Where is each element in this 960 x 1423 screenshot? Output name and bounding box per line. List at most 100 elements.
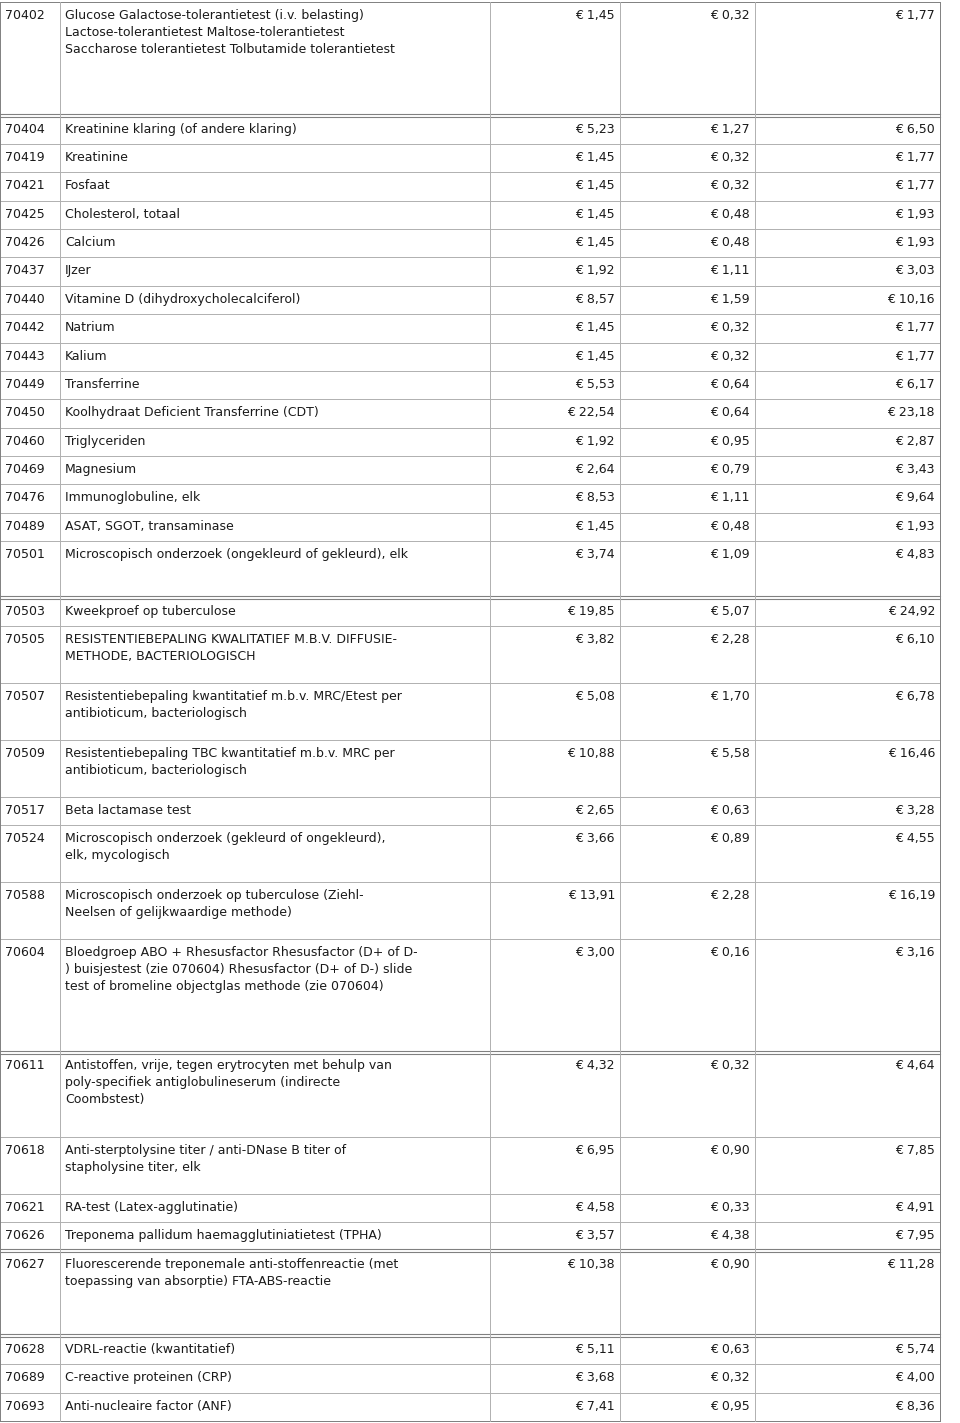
Text: € 11,28: € 11,28 [887, 1258, 935, 1271]
Text: Microscopisch onderzoek op tuberculose (Ziehl-: Microscopisch onderzoek op tuberculose (… [65, 889, 364, 902]
Text: € 1,93: € 1,93 [896, 208, 935, 221]
Text: toepassing van absorptie) FTA-ABS-reactie: toepassing van absorptie) FTA-ABS-reacti… [65, 1275, 331, 1288]
Text: ) buisjestest (zie 070604) Rhesusfactor (D+ of D-) slide: ) buisjestest (zie 070604) Rhesusfactor … [65, 962, 412, 976]
Text: € 4,00: € 4,00 [896, 1372, 935, 1385]
Text: METHODE, BACTERIOLOGISCH: METHODE, BACTERIOLOGISCH [65, 650, 255, 663]
Text: Microscopisch onderzoek (ongekleurd of gekleurd), elk: Microscopisch onderzoek (ongekleurd of g… [65, 548, 408, 561]
Text: € 1,92: € 1,92 [575, 434, 615, 448]
Text: Calcium: Calcium [65, 236, 115, 249]
Text: € 3,66: € 3,66 [575, 832, 615, 845]
Text: € 0,32: € 0,32 [710, 151, 750, 164]
Text: 70450: 70450 [5, 407, 45, 420]
Text: € 10,38: € 10,38 [567, 1258, 615, 1271]
Text: Bloedgroep ABO + Rhesusfactor Rhesusfactor (D+ of D-: Bloedgroep ABO + Rhesusfactor Rhesusfact… [65, 945, 418, 959]
Text: € 0,32: € 0,32 [710, 1059, 750, 1072]
Text: 70443: 70443 [5, 350, 44, 363]
Text: Coombstest): Coombstest) [65, 1093, 144, 1106]
Text: € 1,45: € 1,45 [575, 236, 615, 249]
Text: € 1,09: € 1,09 [710, 548, 750, 561]
Text: € 3,43: € 3,43 [896, 462, 935, 477]
Text: Treponema pallidum haemagglutiniatietest (TPHA): Treponema pallidum haemagglutiniatietest… [65, 1229, 382, 1242]
Text: 70425: 70425 [5, 208, 45, 221]
Text: € 1,45: € 1,45 [575, 179, 615, 192]
Text: € 1,59: € 1,59 [710, 293, 750, 306]
Text: € 0,32: € 0,32 [710, 322, 750, 334]
Text: 70524: 70524 [5, 832, 45, 845]
Text: € 1,45: € 1,45 [575, 208, 615, 221]
Text: € 3,00: € 3,00 [575, 945, 615, 959]
Text: 70404: 70404 [5, 122, 45, 135]
Text: € 16,46: € 16,46 [888, 747, 935, 760]
Text: 70611: 70611 [5, 1059, 44, 1072]
Text: 70588: 70588 [5, 889, 45, 902]
Text: Fosfaat: Fosfaat [65, 179, 110, 192]
Text: € 1,77: € 1,77 [896, 179, 935, 192]
Text: Lactose-tolerantietest Maltose-tolerantietest: Lactose-tolerantietest Maltose-toleranti… [65, 26, 345, 38]
Text: Anti-nucleaire factor (ANF): Anti-nucleaire factor (ANF) [65, 1400, 231, 1413]
Text: Immunoglobuline, elk: Immunoglobuline, elk [65, 491, 201, 505]
Text: € 2,65: € 2,65 [575, 804, 615, 817]
Text: RESISTENTIEBEPALING KWALITATIEF M.B.V. DIFFUSIE-: RESISTENTIEBEPALING KWALITATIEF M.B.V. D… [65, 633, 397, 646]
Text: 70489: 70489 [5, 519, 45, 532]
Text: € 6,17: € 6,17 [896, 379, 935, 391]
Text: 70402: 70402 [5, 9, 45, 21]
Text: RA-test (Latex-agglutinatie): RA-test (Latex-agglutinatie) [65, 1201, 238, 1214]
Text: € 3,03: € 3,03 [896, 265, 935, 277]
Text: € 4,38: € 4,38 [710, 1229, 750, 1242]
Text: € 4,58: € 4,58 [575, 1201, 615, 1214]
Text: Beta lactamase test: Beta lactamase test [65, 804, 191, 817]
Text: € 1,45: € 1,45 [575, 151, 615, 164]
Text: € 4,32: € 4,32 [575, 1059, 615, 1072]
Text: € 23,18: € 23,18 [887, 407, 935, 420]
Text: € 5,07: € 5,07 [710, 605, 750, 618]
Text: € 0,32: € 0,32 [710, 9, 750, 21]
Text: € 0,63: € 0,63 [710, 1343, 750, 1356]
Text: 70503: 70503 [5, 605, 45, 618]
Text: € 1,70: € 1,70 [710, 690, 750, 703]
Text: € 6,78: € 6,78 [896, 690, 935, 703]
Text: € 6,10: € 6,10 [896, 633, 935, 646]
Text: € 2,64: € 2,64 [575, 462, 615, 477]
Text: € 1,11: € 1,11 [710, 265, 750, 277]
Text: € 3,74: € 3,74 [575, 548, 615, 561]
Text: € 1,77: € 1,77 [896, 151, 935, 164]
Text: Saccharose tolerantietest Tolbutamide tolerantietest: Saccharose tolerantietest Tolbutamide to… [65, 43, 395, 55]
Text: € 8,53: € 8,53 [575, 491, 615, 505]
Text: Cholesterol, totaal: Cholesterol, totaal [65, 208, 180, 221]
Text: € 7,41: € 7,41 [575, 1400, 615, 1413]
Text: € 9,64: € 9,64 [896, 491, 935, 505]
Text: € 0,64: € 0,64 [710, 379, 750, 391]
Text: € 3,82: € 3,82 [575, 633, 615, 646]
Text: antibioticum, bacteriologisch: antibioticum, bacteriologisch [65, 707, 247, 720]
Text: IJzer: IJzer [65, 265, 91, 277]
Text: € 1,27: € 1,27 [710, 122, 750, 135]
Text: € 3,16: € 3,16 [896, 945, 935, 959]
Text: Resistentiebepaling kwantitatief m.b.v. MRC/Etest per: Resistentiebepaling kwantitatief m.b.v. … [65, 690, 402, 703]
Text: € 1,45: € 1,45 [575, 9, 615, 21]
Text: € 4,64: € 4,64 [896, 1059, 935, 1072]
Text: € 1,45: € 1,45 [575, 322, 615, 334]
Text: € 0,32: € 0,32 [710, 350, 750, 363]
Text: Kreatinine: Kreatinine [65, 151, 129, 164]
Text: € 0,48: € 0,48 [710, 236, 750, 249]
Text: 70442: 70442 [5, 322, 44, 334]
Text: Glucose Galactose-tolerantietest (i.v. belasting): Glucose Galactose-tolerantietest (i.v. b… [65, 9, 364, 21]
Text: € 3,28: € 3,28 [896, 804, 935, 817]
Text: VDRL-reactie (kwantitatief): VDRL-reactie (kwantitatief) [65, 1343, 235, 1356]
Text: Microscopisch onderzoek (gekleurd of ongekleurd),: Microscopisch onderzoek (gekleurd of ong… [65, 832, 386, 845]
Text: stapholysine titer, elk: stapholysine titer, elk [65, 1161, 201, 1174]
Text: 70693: 70693 [5, 1400, 44, 1413]
Text: € 1,93: € 1,93 [896, 519, 935, 532]
Text: 70476: 70476 [5, 491, 45, 505]
Text: 70460: 70460 [5, 434, 45, 448]
Text: € 0,16: € 0,16 [710, 945, 750, 959]
Text: € 0,48: € 0,48 [710, 519, 750, 532]
Text: € 10,16: € 10,16 [887, 293, 935, 306]
Text: € 5,74: € 5,74 [896, 1343, 935, 1356]
Text: 70426: 70426 [5, 236, 44, 249]
Text: € 3,57: € 3,57 [575, 1229, 615, 1242]
Text: € 4,55: € 4,55 [896, 832, 935, 845]
Text: Triglyceriden: Triglyceriden [65, 434, 145, 448]
Text: € 6,95: € 6,95 [575, 1144, 615, 1157]
Text: 70421: 70421 [5, 179, 44, 192]
